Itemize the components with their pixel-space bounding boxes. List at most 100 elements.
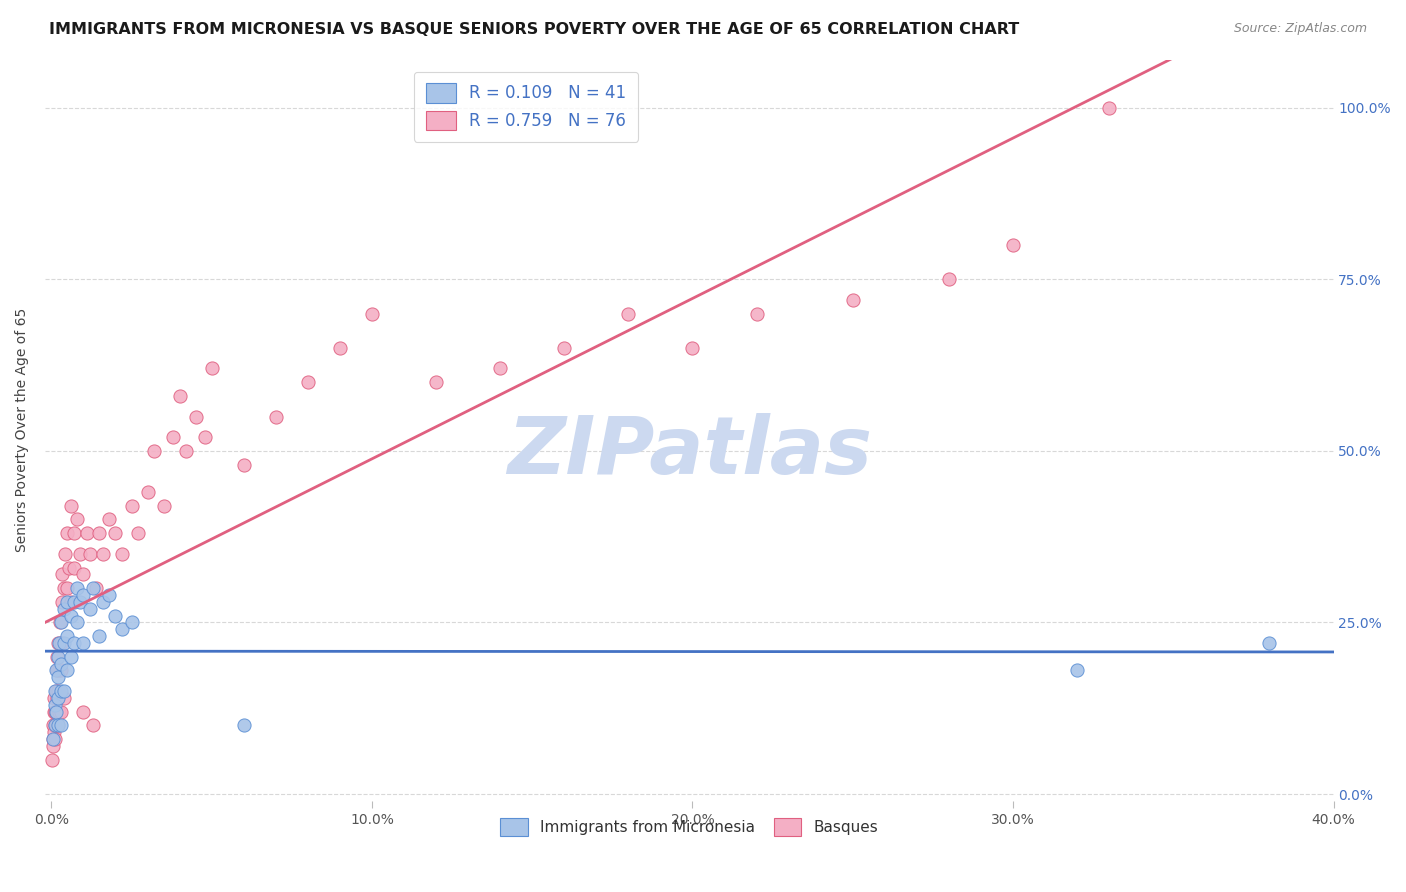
Point bbox=[98, 512, 121, 526]
Point bbox=[681, 341, 703, 355]
Point bbox=[111, 547, 134, 561]
Point bbox=[66, 581, 89, 595]
Point bbox=[45, 664, 67, 678]
Point bbox=[617, 307, 640, 321]
Point bbox=[169, 389, 191, 403]
Text: ZIPatlas: ZIPatlas bbox=[506, 414, 872, 491]
Point bbox=[121, 615, 143, 630]
Point bbox=[98, 588, 121, 602]
Point bbox=[56, 595, 79, 609]
Point bbox=[104, 608, 127, 623]
Point bbox=[49, 664, 72, 678]
Point bbox=[46, 649, 69, 664]
Point bbox=[1098, 101, 1121, 115]
Point bbox=[91, 595, 114, 609]
Point bbox=[48, 636, 70, 650]
Point bbox=[82, 581, 104, 595]
Text: Source: ZipAtlas.com: Source: ZipAtlas.com bbox=[1233, 22, 1367, 36]
Point bbox=[58, 560, 80, 574]
Point bbox=[46, 649, 69, 664]
Point bbox=[136, 485, 159, 500]
Point bbox=[66, 512, 89, 526]
Point bbox=[938, 272, 960, 286]
Point bbox=[41, 753, 63, 767]
Point bbox=[46, 690, 69, 705]
Point bbox=[63, 636, 86, 650]
Point bbox=[59, 499, 82, 513]
Point bbox=[59, 608, 82, 623]
Point bbox=[79, 547, 101, 561]
Point bbox=[42, 739, 65, 753]
Point bbox=[42, 705, 65, 719]
Point bbox=[201, 361, 224, 376]
Point bbox=[44, 684, 66, 698]
Point bbox=[63, 560, 86, 574]
Point bbox=[46, 684, 69, 698]
Point bbox=[162, 430, 184, 444]
Point bbox=[184, 409, 207, 424]
Point bbox=[84, 581, 107, 595]
Point bbox=[45, 705, 67, 719]
Point bbox=[49, 615, 72, 630]
Point bbox=[49, 636, 72, 650]
Point bbox=[142, 443, 165, 458]
Point bbox=[45, 705, 67, 719]
Point bbox=[174, 443, 197, 458]
Point bbox=[53, 601, 76, 615]
Point bbox=[42, 725, 65, 739]
Point bbox=[66, 615, 89, 630]
Point bbox=[45, 664, 67, 678]
Point bbox=[56, 526, 79, 541]
Point bbox=[53, 636, 76, 650]
Point bbox=[46, 670, 69, 684]
Point bbox=[44, 718, 66, 732]
Point bbox=[79, 601, 101, 615]
Point bbox=[489, 361, 512, 376]
Point bbox=[91, 547, 114, 561]
Point bbox=[72, 705, 94, 719]
Point bbox=[104, 526, 127, 541]
Point bbox=[425, 375, 447, 389]
Point bbox=[53, 547, 76, 561]
Point bbox=[72, 567, 94, 582]
Point bbox=[127, 526, 149, 541]
Point bbox=[841, 293, 863, 307]
Point bbox=[49, 705, 72, 719]
Point bbox=[1001, 238, 1024, 252]
Point bbox=[297, 375, 319, 389]
Point bbox=[44, 732, 66, 747]
Point bbox=[361, 307, 384, 321]
Point bbox=[59, 649, 82, 664]
Point bbox=[264, 409, 287, 424]
Point bbox=[44, 698, 66, 712]
Point bbox=[82, 718, 104, 732]
Point bbox=[48, 615, 70, 630]
Point bbox=[69, 547, 91, 561]
Point bbox=[48, 636, 70, 650]
Point bbox=[44, 690, 66, 705]
Point bbox=[53, 581, 76, 595]
Point bbox=[53, 684, 76, 698]
Point bbox=[72, 588, 94, 602]
Point bbox=[51, 567, 73, 582]
Point bbox=[232, 458, 254, 472]
Point bbox=[51, 595, 73, 609]
Point bbox=[76, 526, 98, 541]
Point bbox=[745, 307, 768, 321]
Point bbox=[49, 684, 72, 698]
Point bbox=[329, 341, 352, 355]
Point bbox=[72, 636, 94, 650]
Legend: Immigrants from Micronesia, Basques: Immigrants from Micronesia, Basques bbox=[491, 809, 887, 845]
Point bbox=[41, 732, 63, 747]
Point bbox=[63, 595, 86, 609]
Y-axis label: Seniors Poverty Over the Age of 65: Seniors Poverty Over the Age of 65 bbox=[15, 308, 30, 552]
Point bbox=[45, 684, 67, 698]
Point bbox=[45, 718, 67, 732]
Point bbox=[49, 657, 72, 671]
Point bbox=[42, 718, 65, 732]
Point bbox=[48, 664, 70, 678]
Point bbox=[1258, 636, 1281, 650]
Point bbox=[152, 499, 174, 513]
Point bbox=[48, 705, 70, 719]
Point bbox=[553, 341, 575, 355]
